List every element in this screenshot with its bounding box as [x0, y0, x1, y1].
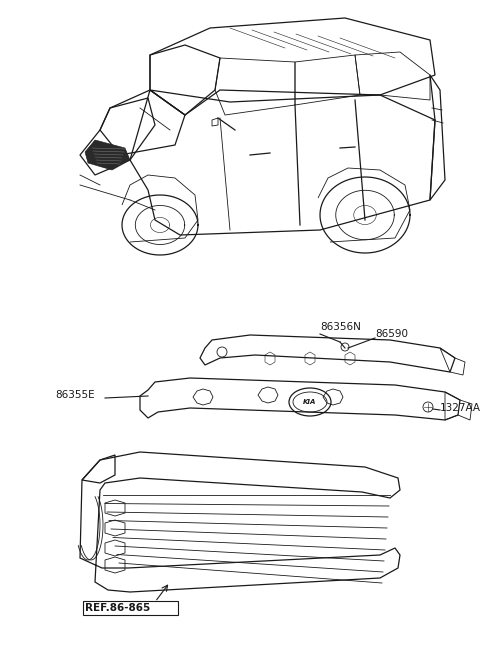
- Text: 86356N: 86356N: [320, 322, 361, 332]
- Text: 86355E: 86355E: [55, 390, 95, 400]
- Text: 86590: 86590: [375, 329, 408, 339]
- Text: REF.86-865: REF.86-865: [85, 603, 150, 613]
- Text: 1327AA: 1327AA: [440, 403, 480, 413]
- Polygon shape: [85, 140, 130, 170]
- Text: KIA: KIA: [303, 399, 317, 405]
